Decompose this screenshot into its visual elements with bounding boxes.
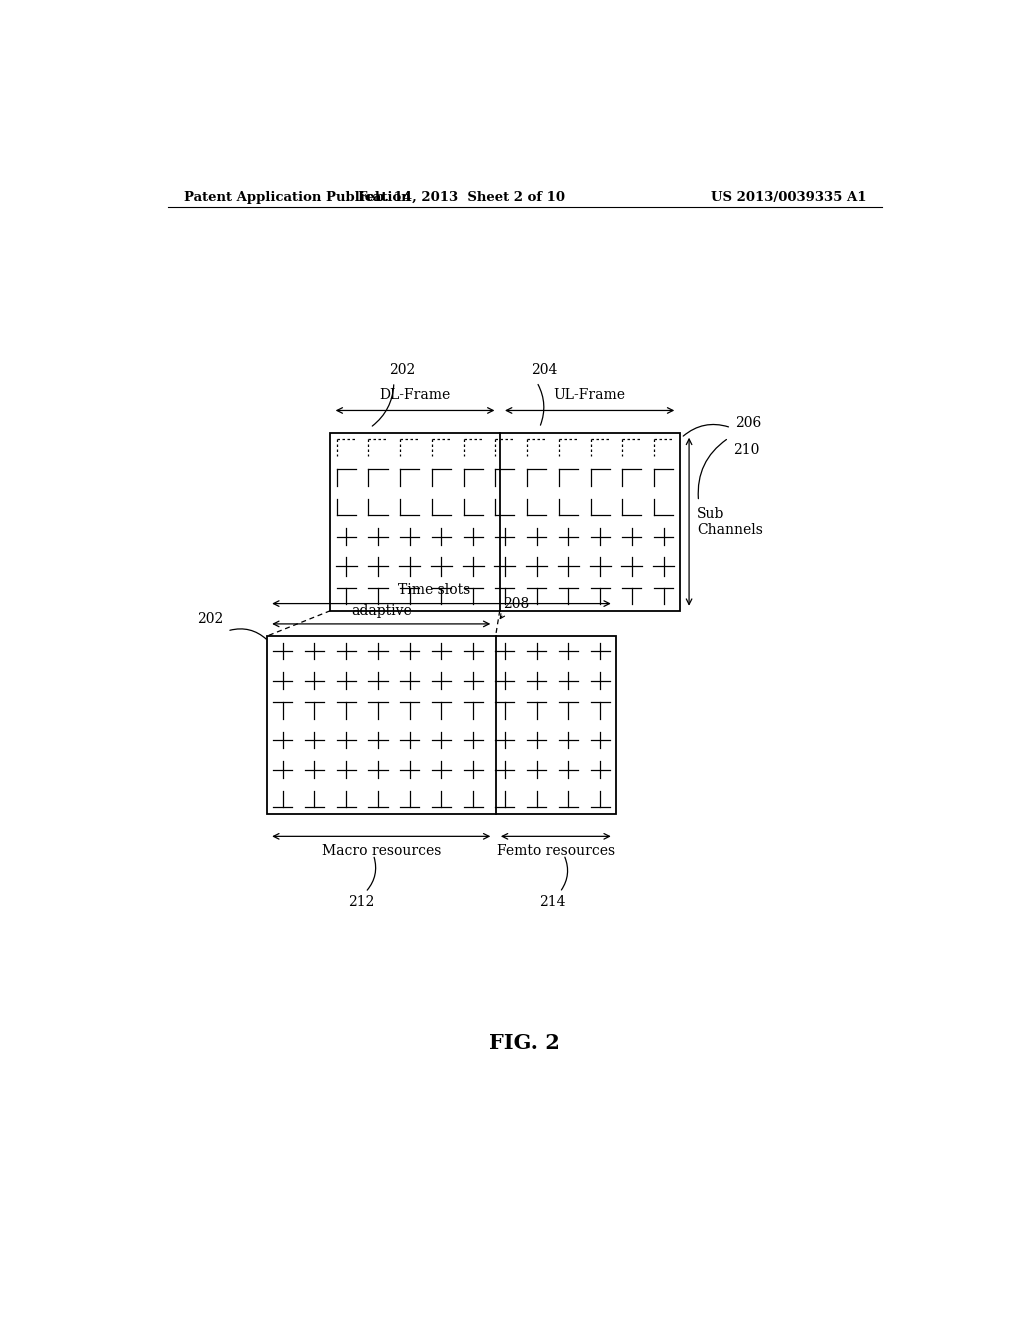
Bar xyxy=(331,433,680,611)
Text: 210: 210 xyxy=(733,444,759,457)
Text: Sub
Channels: Sub Channels xyxy=(697,507,763,537)
Text: US 2013/0039335 A1: US 2013/0039335 A1 xyxy=(711,190,866,203)
Text: UL-Frame: UL-Frame xyxy=(554,388,626,403)
Text: 214: 214 xyxy=(539,895,565,909)
Text: 206: 206 xyxy=(735,416,762,430)
Text: 202: 202 xyxy=(197,612,223,626)
Text: Femto resources: Femto resources xyxy=(497,845,614,858)
Text: Patent Application Publication: Patent Application Publication xyxy=(183,190,411,203)
Text: Time slots: Time slots xyxy=(398,583,471,598)
Text: Feb. 14, 2013  Sheet 2 of 10: Feb. 14, 2013 Sheet 2 of 10 xyxy=(357,190,565,203)
Bar xyxy=(267,636,616,814)
Text: 212: 212 xyxy=(348,895,375,909)
Text: adaptive: adaptive xyxy=(351,603,412,618)
Text: Macro resources: Macro resources xyxy=(322,845,441,858)
Text: 202: 202 xyxy=(389,363,415,378)
Text: DL-Frame: DL-Frame xyxy=(380,388,451,403)
Text: 204: 204 xyxy=(531,363,558,378)
Text: 208: 208 xyxy=(504,597,529,611)
Text: FIG. 2: FIG. 2 xyxy=(489,1032,560,1052)
